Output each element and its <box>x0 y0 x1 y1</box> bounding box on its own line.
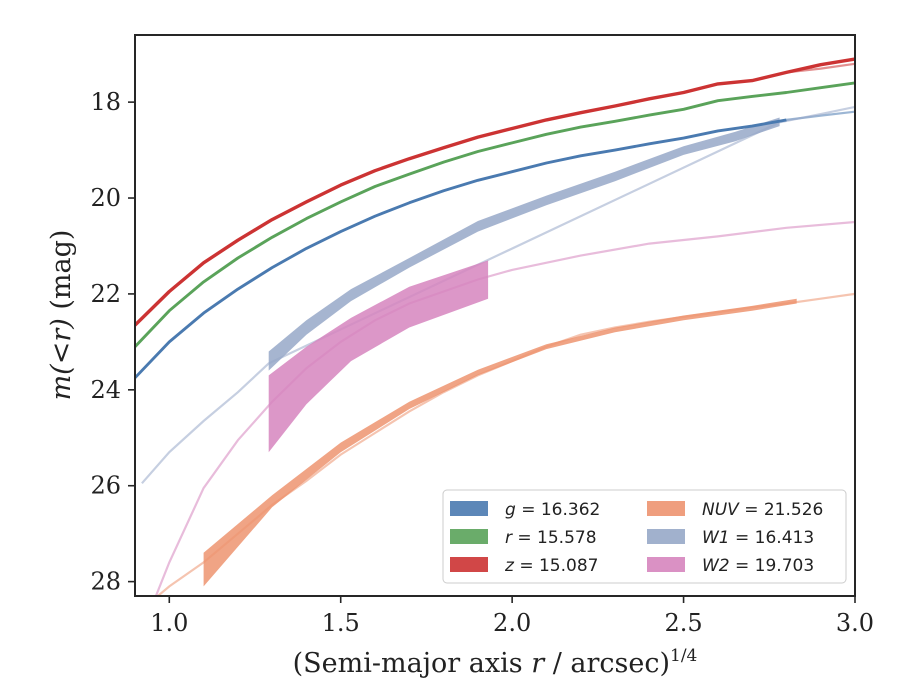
plot-frame <box>134 34 856 597</box>
legend-swatch-z <box>450 557 488 572</box>
w1-profile-band <box>268 117 780 371</box>
x-tick-label: 3.0 <box>836 609 874 637</box>
legend: g = 16.362 r = 15.578 z = 15.087 NUV = 21.5… <box>442 489 847 584</box>
legend-swatch-g <box>450 501 488 516</box>
plot-area <box>135 57 855 596</box>
w1-extrapolated-line <box>141 105 855 485</box>
y-tick-label: 22 <box>90 280 121 308</box>
g-profile-line <box>135 118 787 379</box>
legend-label-nuv: NUV = 21.526 <box>702 500 823 520</box>
legend-label-w2: W2 = 19.703 <box>702 556 814 576</box>
legend-swatch-w2 <box>647 557 685 572</box>
legend-swatch-r <box>450 529 488 544</box>
legend-label-r: r = 15.578 <box>505 528 597 548</box>
y-tick-label: 28 <box>90 568 121 596</box>
legend-label-z: z = 15.087 <box>504 556 598 576</box>
y-tick-label: 20 <box>90 184 121 212</box>
y-axis-ticks: 18 20 22 24 26 28 <box>90 88 135 596</box>
r-profile-line <box>135 81 855 348</box>
x-tick-label: 1.5 <box>322 609 360 637</box>
legend-label-w1: W1 = 16.413 <box>702 528 814 548</box>
legend-box <box>442 489 847 584</box>
x-tick-label: 2.0 <box>493 609 531 637</box>
x-axis-ticks: 1.0 1.5 2.0 2.5 3.0 <box>150 596 874 637</box>
legend-swatch-w1 <box>647 529 685 544</box>
y-tick-label: 26 <box>90 472 121 500</box>
w2-profile-band <box>268 260 489 453</box>
legend-label-g: g = 16.362 <box>505 500 600 520</box>
y-axis-label: m(<r) (mag) <box>46 230 77 401</box>
x-tick-label: 2.5 <box>664 609 702 637</box>
y-tick-label: 24 <box>90 376 121 404</box>
x-axis-label: (Semi-major axis r / arcsec)1/4 <box>293 646 698 679</box>
y-tick-label: 18 <box>90 88 121 116</box>
legend-swatch-nuv <box>647 501 685 516</box>
x-tick-label: 1.0 <box>150 609 188 637</box>
z-profile-line <box>135 57 855 327</box>
